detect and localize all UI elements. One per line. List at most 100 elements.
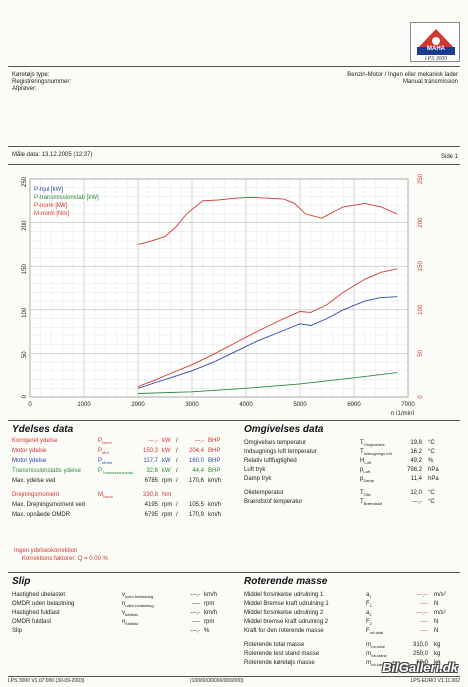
ydelses-value: 4195 (144, 502, 158, 508)
ydelses-unit-2: BHP (208, 458, 221, 464)
ydelses-row: Max. opnåede OMDR 6795 rpm/ 170,9 km/h (12, 512, 232, 519)
maha-logo-graphic (417, 29, 455, 55)
masse-row: Middel forsinkelse udrulning 1 a1 ---,-- m/… (244, 592, 460, 599)
ydelses-row: Max. ydelse ved 6785 rpm/ 170,6 km/h (12, 478, 232, 485)
masse-symbol: F2 (366, 619, 372, 627)
page-number: Side 1 (440, 154, 458, 160)
ydelses-unit: rpm (162, 502, 173, 508)
chart-top-divider (8, 164, 460, 165)
masse-unit: N (434, 601, 439, 607)
transmission-type: Manual transmission (402, 79, 458, 85)
slip-unit: rpm (204, 619, 215, 625)
y-right-tick-label: 200 (418, 217, 424, 228)
ydelses-label: Korrigeret ydelse (12, 438, 58, 444)
footer-divider (8, 676, 460, 677)
x-tick-label: 7000 (401, 402, 415, 408)
ydelses-symbol: MNorm (98, 492, 113, 500)
slip-label: OMDR fuldlast (12, 619, 52, 625)
ydelses-value-2: 170,9 (188, 512, 204, 518)
ydelses-value: 6795 (144, 512, 158, 518)
y-right-tick-label: 250 (418, 173, 424, 184)
masse-value: 60,0 (416, 660, 428, 666)
ydelses-symbol: PTransmissionstab (98, 468, 134, 476)
masse-value: ---- (420, 601, 428, 607)
correction-factor: Korrektions faktorer: Q = 0,00 % (22, 556, 108, 562)
masse-title: Roterende masse (244, 576, 328, 587)
masse-row: Kraft for den roterende masse Frot-total -… (244, 628, 460, 635)
omgivelses-value: 19,8 (410, 440, 422, 446)
masse-unit: m/s² (434, 592, 446, 598)
omgivelses-symbol: TBrændstof (360, 499, 383, 507)
ydelses-label: Max. Drejningsmoment ved (12, 502, 86, 508)
omgivelses-symbol: TOlie (360, 490, 371, 498)
masse-symbol: a1 (366, 592, 372, 600)
masse-symbol: Frot-total (366, 628, 384, 636)
omgivelses-unit: % (428, 458, 434, 464)
legend-entry: P-norm [kW] (34, 203, 68, 209)
masse-label: Middel bremse kraft udrulning 2 (244, 619, 329, 625)
header-divider-2 (8, 146, 460, 147)
masse-row: Middel bremse kraft udrulning 2 F2 ---- N (244, 619, 460, 626)
slip-row: Hastighed ubelastet vuden belastning ---,-… (12, 592, 232, 599)
masse-unit: m/s² (434, 610, 446, 616)
slip-label: Hastighed ubelastet (12, 592, 66, 598)
omgivelses-symbol: TIndsugnings luft (360, 449, 392, 457)
y-left-tick-label: 150 (22, 264, 28, 275)
ydelses-label: Motor ydelse (12, 448, 47, 454)
field-registration: Registreringsnummer: (12, 79, 72, 85)
ydelses-row: Motor ydelse PMot 150,3 kW / 204,4 BHP (12, 448, 232, 455)
y-left-tick-label: 0 (22, 394, 28, 398)
omgivelses-unit: °C (428, 490, 435, 496)
masse-symbol: mrot-køretøj (366, 660, 390, 668)
omgivelses-unit: hPa (428, 476, 439, 482)
logo-model: LPS 3000 (425, 56, 447, 62)
ydelses-title: Ydelses data (12, 424, 74, 435)
x-tick-label: 1000 (77, 402, 91, 408)
ydelses-value: 150,3 (142, 448, 158, 454)
masse-value: ---- (420, 619, 428, 625)
ydelses-value: 117,7 (143, 458, 158, 464)
footer-right: LPS-EURO V1.11.002 (410, 678, 460, 684)
x-axis-unit: n [1/min] (391, 411, 414, 415)
header-left-fields: Køretøjs type: Registreringsnummer: Afpr… (12, 72, 71, 93)
x-tick-label: 5000 (293, 402, 307, 408)
correction-note: Ingen ydelseskorrektion (14, 548, 78, 554)
omgivelses-label: Indsugnings luft temperatur (244, 449, 317, 455)
watermark: BilGalleri.dk (382, 660, 458, 675)
ydelses-unit-2: km/h (208, 502, 222, 508)
omgivelses-symbol-sub: Brændstof (363, 501, 383, 507)
ydelses-symbol-sub: Norm (103, 494, 113, 500)
omgivelses-value: 798,2 (406, 467, 422, 473)
omgivelses-value: 49,2 (410, 458, 422, 464)
masse-symbol-sub: rot-køretøj (371, 662, 390, 668)
slip-symbol-sub: uden belastning (125, 603, 154, 609)
ydelses-value: 32,6 (146, 468, 158, 474)
slip-row: Hastighed fuldlast vfuldlast ---,- km/h (12, 610, 232, 617)
omgivelses-row: Omgivelses temperatur TOmgivelses 19,8 °C (244, 440, 460, 447)
masse-label: Roterende test stand masse (244, 651, 320, 657)
field-vehicle-type: Køretøjs type: (12, 72, 50, 78)
omgivelses-symbol-sub: Indsugnings luft (363, 451, 392, 457)
omgivelses-value: 12,0 (410, 490, 422, 496)
ydelses-value-2: 204,4 (188, 448, 204, 454)
omgivelses-row: Damp tryk pDamp 11,4 hPa (244, 476, 460, 483)
masse-symbol: mrot-stand (366, 651, 387, 659)
ydelses-row: Max. Drejningsmoment ved 4195 rpm/ 105,5 km/… (12, 502, 232, 509)
engine-type: Benzin-Motor / Ingen eller mekanisk lade… (347, 72, 458, 78)
legend-entry: P-transmissionstab [kW] (34, 195, 99, 201)
x-tick-label: 2000 (131, 402, 145, 408)
masse-label: Middel Bremse kraft udrulning 1 (244, 601, 329, 607)
omgivelses-symbol: TOmgivelses (360, 440, 385, 448)
ydelses-label: Max. ydelse ved (12, 478, 56, 484)
ydelses-symbol: PNorm (98, 438, 112, 446)
slip-unit: % (204, 628, 210, 634)
omgivelses-row: Luft tryk pLuft 798,2 hPa (244, 467, 460, 474)
ydelses-row: Transmissionstabs ydelse PTransmissionsta… (12, 468, 232, 475)
omgivelses-table: Omgivelses temperatur TOmgivelses 19,8 °C In… (244, 440, 460, 520)
omgivelses-row: Indsugnings luft temperatur TIndsugnings … (244, 449, 460, 456)
ydelses-unit-2: BHP (208, 448, 221, 454)
x-tick-label: 6000 (347, 402, 361, 408)
omgivelses-unit: °C (428, 449, 435, 455)
legend-entry: P-hjul [kW] (34, 187, 63, 193)
field-tester: Afprøver: (12, 86, 37, 92)
